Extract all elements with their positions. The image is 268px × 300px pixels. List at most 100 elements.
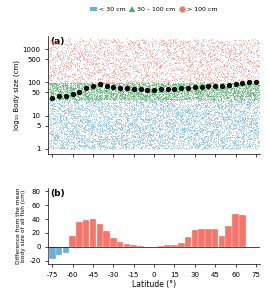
Point	[143, 46, 147, 50]
Point	[118, 65, 122, 70]
Point	[89, 45, 94, 50]
Point	[167, 48, 171, 52]
Point	[179, 83, 183, 88]
Point	[63, 128, 67, 133]
Point	[224, 146, 228, 150]
Point	[253, 128, 257, 133]
Point	[118, 60, 122, 65]
Point	[235, 52, 239, 56]
Point	[111, 96, 115, 101]
Point	[193, 130, 198, 134]
Point	[253, 118, 257, 123]
Point	[256, 79, 260, 84]
Point	[51, 99, 56, 103]
Point	[117, 117, 121, 122]
Point	[185, 91, 190, 96]
Point	[110, 133, 115, 138]
Point	[206, 87, 210, 92]
Point	[136, 144, 140, 149]
Point	[220, 48, 224, 53]
Point	[76, 126, 80, 131]
Point	[77, 84, 81, 88]
Point	[237, 58, 242, 62]
Point	[255, 87, 259, 92]
Point	[142, 97, 146, 102]
Point	[244, 111, 248, 116]
Point	[222, 88, 227, 92]
Point	[63, 105, 68, 110]
Point	[71, 141, 75, 146]
Point	[122, 56, 126, 60]
Point	[148, 135, 152, 140]
Point	[106, 81, 111, 86]
Point	[76, 124, 80, 128]
Point	[155, 106, 159, 111]
Point	[180, 66, 184, 71]
Point	[205, 92, 210, 96]
Point	[198, 54, 203, 59]
Point	[245, 136, 250, 141]
Point	[255, 94, 259, 99]
Point	[172, 128, 177, 133]
Point	[50, 129, 55, 134]
Point	[125, 96, 129, 100]
Point	[179, 102, 184, 107]
Point	[92, 64, 96, 69]
Point	[225, 137, 229, 142]
Point	[82, 140, 86, 145]
Point	[169, 134, 173, 139]
Point	[215, 132, 219, 137]
Point	[197, 50, 201, 55]
Point	[181, 66, 185, 71]
Point	[124, 82, 128, 87]
Point	[139, 122, 143, 126]
Point	[75, 142, 80, 146]
Point	[193, 118, 197, 122]
Point	[131, 54, 135, 59]
Point	[145, 139, 149, 144]
Point	[129, 100, 133, 105]
Point	[245, 54, 249, 59]
Point	[77, 109, 81, 114]
Point	[192, 144, 197, 149]
Point	[143, 79, 148, 84]
Point	[170, 142, 174, 147]
Point	[118, 140, 123, 145]
Point	[104, 94, 108, 99]
Point	[237, 111, 241, 116]
Point	[151, 132, 155, 137]
Point	[233, 84, 237, 88]
Point	[113, 122, 117, 127]
Point	[152, 115, 156, 120]
Point	[227, 43, 232, 47]
Point	[168, 82, 172, 87]
Point	[72, 96, 77, 101]
Point	[184, 82, 188, 87]
Point	[80, 85, 84, 90]
Point	[53, 107, 57, 112]
Point	[188, 126, 192, 131]
Point	[185, 88, 190, 93]
Point	[137, 42, 141, 46]
Point	[128, 110, 133, 115]
Point	[88, 112, 93, 117]
Point	[83, 83, 87, 88]
Point	[201, 66, 205, 71]
Point	[190, 44, 194, 49]
Point	[57, 90, 62, 94]
Point	[203, 86, 207, 91]
Point	[144, 51, 148, 56]
Point	[147, 45, 151, 50]
Point	[233, 84, 237, 88]
Point	[237, 103, 242, 107]
Point	[254, 112, 259, 117]
Point	[204, 101, 209, 106]
Point	[75, 134, 80, 139]
Point	[153, 52, 157, 57]
Point	[120, 112, 124, 117]
Point	[201, 73, 206, 77]
Point	[176, 97, 181, 101]
Point	[150, 89, 154, 94]
Point	[137, 91, 141, 96]
Point	[247, 101, 252, 106]
